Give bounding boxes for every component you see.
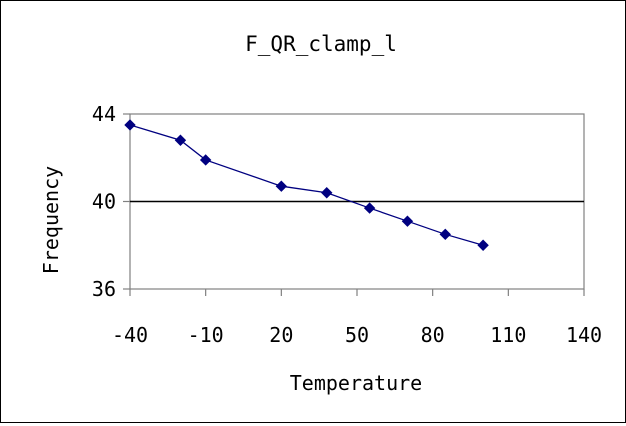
x-tick-label: 110: [490, 323, 526, 347]
data-point-marker: [275, 180, 288, 192]
data-point-marker: [439, 228, 451, 241]
x-tick-label: 80: [421, 323, 445, 347]
data-point-marker: [363, 202, 376, 214]
data-point-marker: [124, 119, 136, 131]
x-tick-label: 50: [345, 323, 369, 347]
data-point-marker: [321, 187, 333, 199]
chart-title: F_QR_clamp_l: [245, 32, 397, 56]
y-tick-label: 36: [92, 277, 116, 301]
tick-layer: -40 -10 20 50 80 110 140 36 40 44: [92, 102, 602, 347]
x-tick-label: 140: [566, 323, 602, 347]
x-tick-label: -40: [112, 323, 148, 347]
data-point-marker: [477, 239, 489, 251]
y-tick-label: 44: [92, 102, 116, 126]
data-point-marker: [401, 215, 414, 227]
y-axis-label: Frequency: [39, 166, 63, 274]
y-tick-label: 40: [92, 190, 116, 214]
series-layer: [124, 119, 489, 251]
x-axis-label: Temperature: [290, 371, 422, 395]
x-tick-label: -10: [188, 323, 224, 347]
data-point-marker: [174, 134, 187, 146]
data-point-marker: [199, 154, 212, 166]
x-tick-label: 20: [269, 323, 293, 347]
